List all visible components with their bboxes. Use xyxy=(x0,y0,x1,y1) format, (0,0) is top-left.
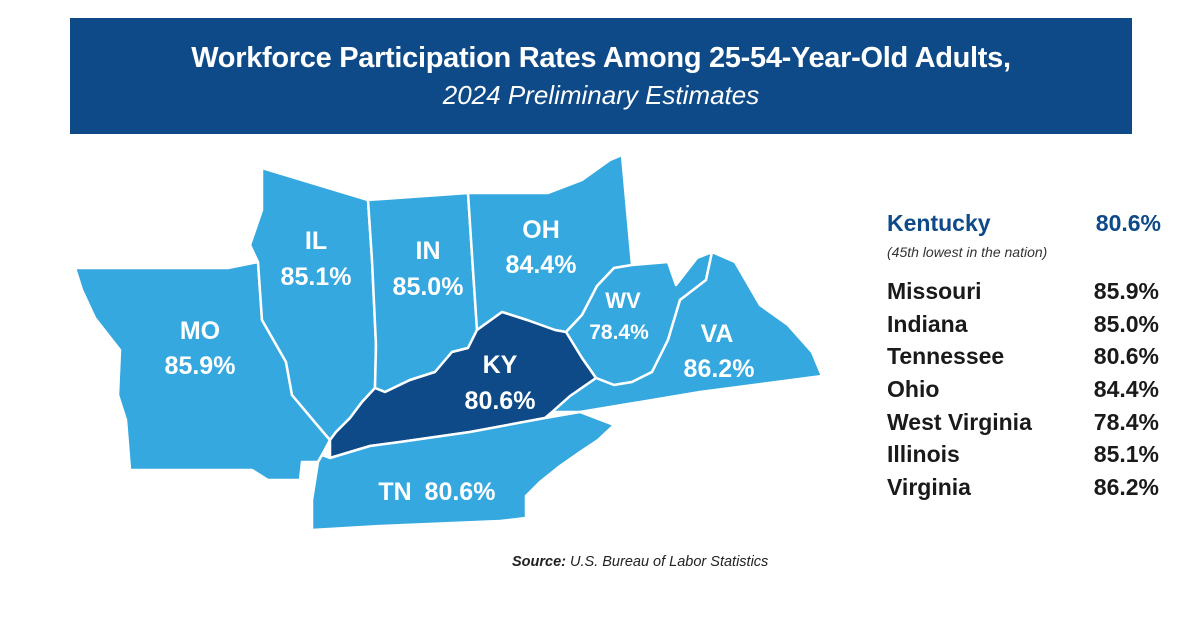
chart-title: Workforce Participation Rates Among 25-5… xyxy=(191,42,1011,74)
label-in-abbr: IN xyxy=(416,237,441,265)
state-tn xyxy=(310,410,616,532)
kentucky-value: 80.6% xyxy=(1095,210,1161,236)
state-name: West Virginia xyxy=(887,408,1032,435)
label-mo-abbr: MO xyxy=(180,317,220,345)
label-ky-value: 80.6% xyxy=(465,387,536,415)
label-oh-abbr: OH xyxy=(522,216,560,244)
kentucky-row: Kentucky 80.6% xyxy=(887,210,1167,240)
label-va-value: 86.2% xyxy=(684,355,755,383)
state-value: 86.2% xyxy=(1093,474,1159,501)
kentucky-name: Kentucky xyxy=(887,210,991,236)
state-value: 85.9% xyxy=(1093,278,1159,304)
source-text: U.S. Bureau of Labor Statistics xyxy=(566,554,769,570)
kentucky-rank-note: (45th lowest in the nation) xyxy=(887,244,1048,260)
state-value: 78.4% xyxy=(1093,408,1159,435)
list-item: Indiana 85.0% xyxy=(887,311,1159,344)
state-value: 84.4% xyxy=(1093,376,1159,403)
list-item: Tennessee 80.6% xyxy=(887,343,1159,376)
label-mo-value: 85.9% xyxy=(165,352,236,380)
source-note: Source: U.S. Bureau of Labor Statistics xyxy=(512,554,768,570)
label-il-value: 85.1% xyxy=(281,263,352,291)
state-value: 80.6% xyxy=(1093,343,1159,370)
label-tn-value: 80.6% xyxy=(425,478,496,506)
list-item: Virginia 86.2% xyxy=(887,474,1159,507)
label-oh-value: 84.4% xyxy=(506,251,577,279)
state-name: Indiana xyxy=(887,310,968,337)
state-list: Missouri 85.9% Indiana 85.0% Tennessee 8… xyxy=(887,278,1159,507)
list-item: Ohio 84.4% xyxy=(887,376,1159,409)
label-wv-abbr: WV xyxy=(605,288,641,313)
title-banner: Workforce Participation Rates Among 25-5… xyxy=(70,18,1132,134)
chart-subtitle: 2024 Preliminary Estimates xyxy=(442,80,760,110)
label-in-value: 85.0% xyxy=(393,273,464,301)
list-item: Missouri 85.9% xyxy=(887,278,1159,311)
state-name: Tennessee xyxy=(887,343,1005,370)
state-name: Illinois xyxy=(887,441,960,468)
label-il-abbr: IL xyxy=(305,227,327,255)
state-name: Virginia xyxy=(887,474,971,501)
list-item: West Virginia 78.4% xyxy=(887,409,1159,442)
label-va-abbr: VA xyxy=(701,320,734,348)
summary-panel: Kentucky 80.6% (45th lowest in the natio… xyxy=(887,210,1167,500)
state-name: Missouri xyxy=(887,278,982,304)
label-tn-abbr: TN xyxy=(378,478,411,506)
source-label: Source: xyxy=(512,554,566,570)
label-ky-abbr: KY xyxy=(483,351,518,379)
label-wv-value: 78.4% xyxy=(589,321,649,344)
state-value: 85.1% xyxy=(1093,441,1159,468)
state-value: 85.0% xyxy=(1093,310,1159,337)
list-item: Illinois 85.1% xyxy=(887,441,1159,474)
state-name: Ohio xyxy=(887,376,940,403)
